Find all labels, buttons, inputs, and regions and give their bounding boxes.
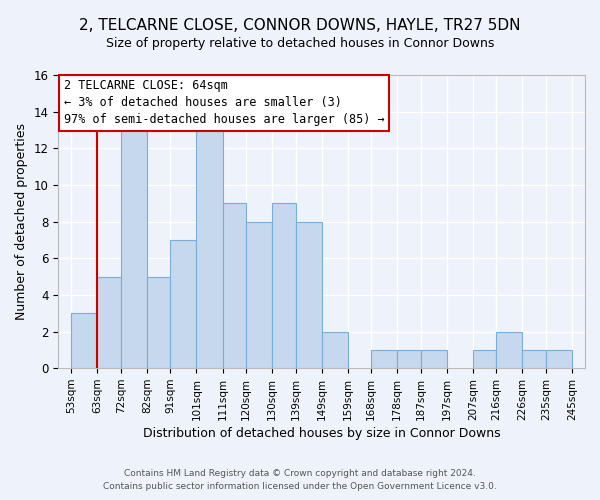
Bar bbox=[371, 350, 397, 368]
Bar bbox=[296, 222, 322, 368]
Bar bbox=[546, 350, 572, 368]
Bar bbox=[71, 313, 97, 368]
Bar bbox=[97, 276, 121, 368]
Bar bbox=[496, 332, 523, 368]
Bar bbox=[397, 350, 421, 368]
Bar bbox=[421, 350, 447, 368]
Text: 2, TELCARNE CLOSE, CONNOR DOWNS, HAYLE, TR27 5DN: 2, TELCARNE CLOSE, CONNOR DOWNS, HAYLE, … bbox=[79, 18, 521, 32]
Bar bbox=[523, 350, 546, 368]
Text: Size of property relative to detached houses in Connor Downs: Size of property relative to detached ho… bbox=[106, 38, 494, 51]
Bar bbox=[272, 204, 296, 368]
Bar bbox=[322, 332, 348, 368]
Text: Contains HM Land Registry data © Crown copyright and database right 2024.: Contains HM Land Registry data © Crown c… bbox=[124, 468, 476, 477]
Text: Contains public sector information licensed under the Open Government Licence v3: Contains public sector information licen… bbox=[103, 482, 497, 491]
Text: 2 TELCARNE CLOSE: 64sqm
← 3% of detached houses are smaller (3)
97% of semi-deta: 2 TELCARNE CLOSE: 64sqm ← 3% of detached… bbox=[64, 80, 384, 126]
Bar bbox=[147, 276, 170, 368]
Bar bbox=[121, 130, 147, 368]
Bar bbox=[223, 204, 246, 368]
Bar bbox=[473, 350, 496, 368]
Y-axis label: Number of detached properties: Number of detached properties bbox=[15, 123, 28, 320]
X-axis label: Distribution of detached houses by size in Connor Downs: Distribution of detached houses by size … bbox=[143, 427, 500, 440]
Bar bbox=[170, 240, 196, 368]
Bar bbox=[196, 130, 223, 368]
Bar bbox=[246, 222, 272, 368]
